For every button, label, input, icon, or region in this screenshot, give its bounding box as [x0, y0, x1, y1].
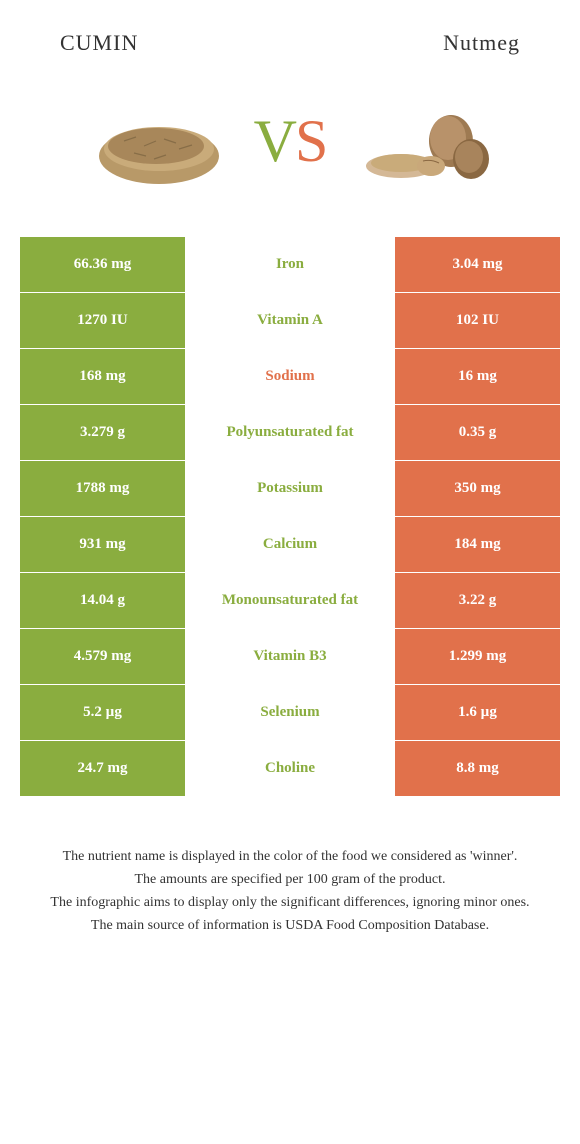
cell-right-value: 3.22 g — [395, 573, 560, 628]
nutmeg-image — [346, 86, 496, 196]
table-row: 4.579 mgVitamin B31.299 mg — [20, 628, 560, 684]
cell-left-value: 4.579 mg — [20, 629, 185, 684]
title-left: CUMIN — [60, 30, 138, 56]
table-row: 931 mgCalcium184 mg — [20, 516, 560, 572]
cell-left-value: 66.36 mg — [20, 237, 185, 292]
cell-nutrient-label: Calcium — [185, 517, 395, 572]
footer-line-3: The infographic aims to display only the… — [40, 892, 540, 913]
title-right: Nutmeg — [443, 30, 520, 56]
footer: The nutrient name is displayed in the co… — [0, 796, 580, 958]
cell-nutrient-label: Vitamin B3 — [185, 629, 395, 684]
cell-right-value: 350 mg — [395, 461, 560, 516]
table-row: 3.279 gPolyunsaturated fat0.35 g — [20, 404, 560, 460]
table-row: 1270 IUVitamin A102 IU — [20, 292, 560, 348]
cell-nutrient-label: Choline — [185, 741, 395, 796]
vs-label: VS — [254, 107, 327, 176]
cell-left-value: 168 mg — [20, 349, 185, 404]
cell-right-value: 1.6 µg — [395, 685, 560, 740]
cell-left-value: 1270 IU — [20, 293, 185, 348]
cell-left-value: 5.2 µg — [20, 685, 185, 740]
footer-line-4: The main source of information is USDA F… — [40, 915, 540, 936]
table-row: 5.2 µgSelenium1.6 µg — [20, 684, 560, 740]
vs-row: VS — [0, 66, 580, 236]
cell-nutrient-label: Vitamin A — [185, 293, 395, 348]
footer-line-1: The nutrient name is displayed in the co… — [40, 846, 540, 867]
cell-left-value: 3.279 g — [20, 405, 185, 460]
table-row: 168 mgSodium16 mg — [20, 348, 560, 404]
vs-v: V — [254, 108, 295, 174]
table-row: 24.7 mgCholine8.8 mg — [20, 740, 560, 796]
cell-left-value: 24.7 mg — [20, 741, 185, 796]
cell-left-value: 931 mg — [20, 517, 185, 572]
cell-left-value: 1788 mg — [20, 461, 185, 516]
cell-right-value: 8.8 mg — [395, 741, 560, 796]
table-row: 14.04 gMonounsaturated fat3.22 g — [20, 572, 560, 628]
footer-line-2: The amounts are specified per 100 gram o… — [40, 869, 540, 890]
cell-right-value: 16 mg — [395, 349, 560, 404]
cell-nutrient-label: Potassium — [185, 461, 395, 516]
cell-nutrient-label: Iron — [185, 237, 395, 292]
table-row: 1788 mgPotassium350 mg — [20, 460, 560, 516]
cell-right-value: 102 IU — [395, 293, 560, 348]
cell-nutrient-label: Selenium — [185, 685, 395, 740]
vs-s: S — [295, 108, 326, 174]
cell-nutrient-label: Polyunsaturated fat — [185, 405, 395, 460]
table-row: 66.36 mgIron3.04 mg — [20, 236, 560, 292]
cumin-image — [84, 86, 234, 196]
cell-right-value: 1.299 mg — [395, 629, 560, 684]
cell-right-value: 184 mg — [395, 517, 560, 572]
cell-nutrient-label: Sodium — [185, 349, 395, 404]
cell-right-value: 0.35 g — [395, 405, 560, 460]
cell-nutrient-label: Monounsaturated fat — [185, 573, 395, 628]
header: CUMIN Nutmeg — [0, 0, 580, 66]
cell-right-value: 3.04 mg — [395, 237, 560, 292]
cell-left-value: 14.04 g — [20, 573, 185, 628]
comparison-table: 66.36 mgIron3.04 mg1270 IUVitamin A102 I… — [20, 236, 560, 796]
